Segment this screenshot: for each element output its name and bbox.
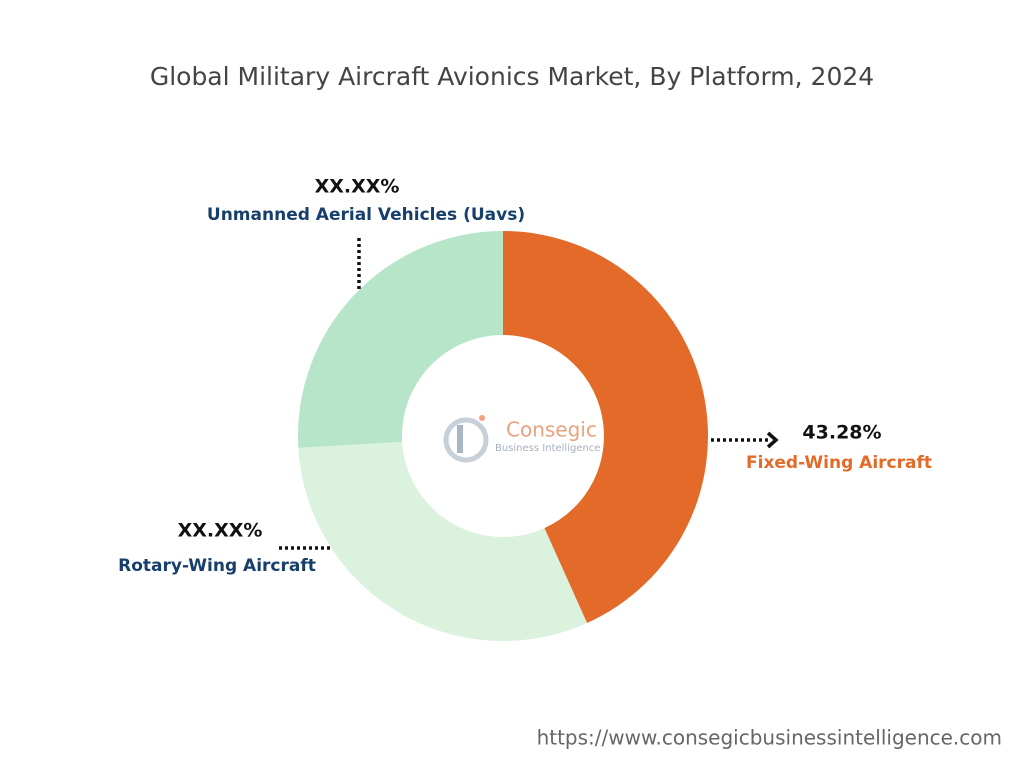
- logo-icon: [443, 417, 489, 463]
- logo-name: Consegic: [506, 418, 597, 442]
- leader-arrow: [766, 431, 779, 449]
- category-label: Fixed-Wing Aircraft: [746, 453, 932, 473]
- category-label: Rotary-Wing Aircraft: [118, 556, 316, 576]
- category-label: Unmanned Aerial Vehicles (Uavs): [207, 205, 525, 225]
- logo-icon: [457, 425, 463, 453]
- donut-slice: [298, 441, 588, 641]
- donut-slice: [298, 231, 503, 448]
- donut: [298, 231, 708, 641]
- donut-slice: [503, 231, 708, 623]
- logo-icon: [479, 415, 485, 421]
- source-url: https://www.consegicbusinessintelligence…: [537, 726, 1002, 750]
- value-label: XX.XX%: [315, 176, 400, 198]
- value-label: 43.28%: [802, 422, 881, 444]
- chart-title: Global Military Aircraft Avionics Market…: [150, 62, 874, 91]
- logo-tagline: Business Intelligence: [495, 443, 600, 454]
- logo: Consegic Business Intelligence: [443, 415, 600, 463]
- value-label: XX.XX%: [178, 520, 263, 542]
